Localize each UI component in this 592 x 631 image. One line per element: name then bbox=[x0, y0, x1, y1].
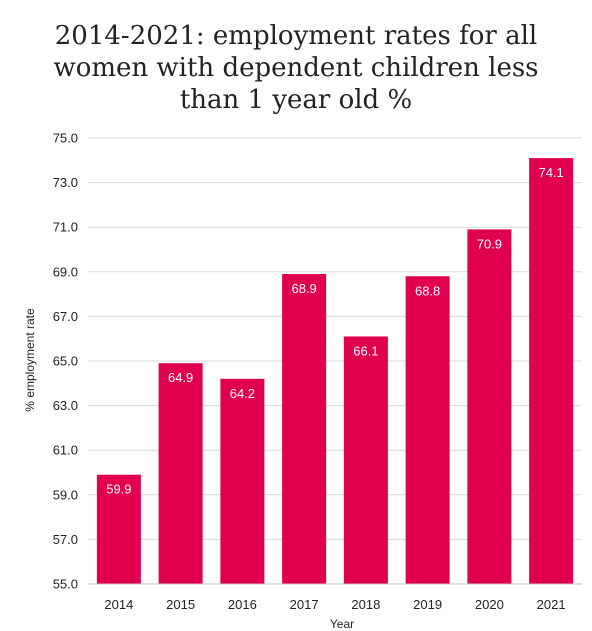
bar-2015 bbox=[159, 363, 203, 584]
bar-value-label: 74.1 bbox=[538, 165, 563, 180]
y-tick-label: 65.0 bbox=[53, 354, 78, 369]
x-axis: 2014 2015 2016 2017 2018 2019 2020 2021 bbox=[88, 584, 582, 612]
y-tick-label: 55.0 bbox=[53, 577, 78, 592]
x-tick-label: 2020 bbox=[475, 597, 504, 612]
x-tick-label: 2015 bbox=[166, 597, 195, 612]
bar-2021 bbox=[529, 158, 573, 584]
y-axis-title: % employment rate bbox=[23, 308, 37, 412]
x-tick-label: 2017 bbox=[290, 597, 319, 612]
bar-value-label: 64.2 bbox=[230, 386, 255, 401]
y-axis: 55.0 57.0 59.0 61.0 63.0 65.0 67.0 69.0 71.0 73.0… bbox=[53, 131, 78, 592]
x-tick-label: 2014 bbox=[104, 597, 133, 612]
bars: 59.9 64.9 64.2 68.9 66.1 68.8 70.9 74.1 bbox=[97, 158, 573, 584]
bar-2017 bbox=[282, 274, 326, 584]
y-tick-label: 57.0 bbox=[53, 532, 78, 547]
bar-value-label: 68.8 bbox=[415, 283, 440, 298]
y-tick-label: 75.0 bbox=[53, 131, 78, 146]
x-axis-title: Year bbox=[330, 617, 354, 631]
bar-2018 bbox=[344, 336, 388, 584]
bar-2020 bbox=[467, 229, 511, 584]
bar-2016 bbox=[220, 379, 264, 584]
bar-value-label: 59.9 bbox=[106, 482, 131, 497]
y-tick-label: 73.0 bbox=[53, 175, 78, 190]
bar-value-label: 64.9 bbox=[168, 370, 193, 385]
x-tick-label: 2018 bbox=[351, 597, 380, 612]
bar-value-label: 68.9 bbox=[291, 281, 316, 296]
y-tick-label: 59.0 bbox=[53, 487, 78, 502]
y-tick-label: 67.0 bbox=[53, 309, 78, 324]
x-tick-label: 2021 bbox=[537, 597, 566, 612]
y-tick-label: 63.0 bbox=[53, 398, 78, 413]
y-tick-label: 69.0 bbox=[53, 264, 78, 279]
bar-value-label: 70.9 bbox=[477, 236, 502, 251]
y-tick-label: 61.0 bbox=[53, 443, 78, 458]
x-tick-label: 2016 bbox=[228, 597, 257, 612]
bar-value-label: 66.1 bbox=[353, 343, 378, 358]
y-tick-label: 71.0 bbox=[53, 220, 78, 235]
bar-2019 bbox=[406, 276, 450, 584]
x-tick-label: 2019 bbox=[413, 597, 442, 612]
